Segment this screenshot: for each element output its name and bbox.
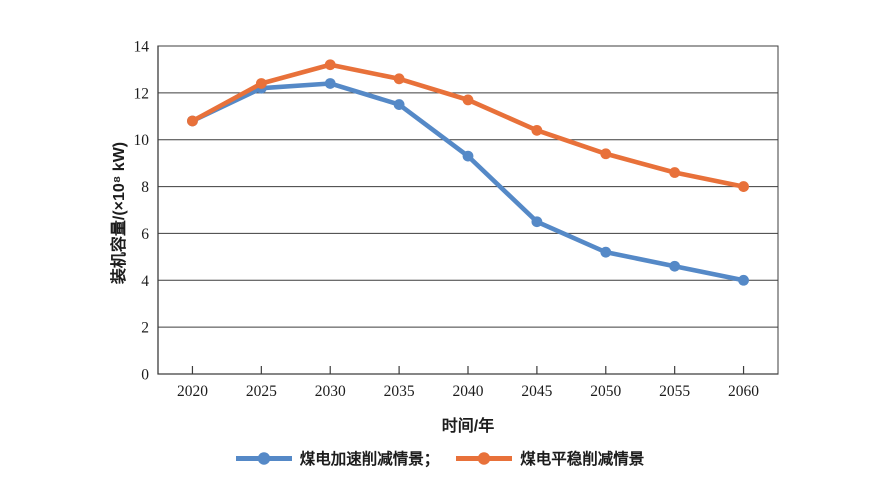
data-point-0-2040	[462, 150, 474, 162]
x-tick-label: 2020	[177, 383, 208, 400]
x-axis-title: 时间/年	[441, 418, 495, 435]
y-tick-label: 10	[134, 132, 150, 149]
x-tick-label: 2055	[659, 383, 690, 400]
x-tick-label: 2060	[728, 383, 759, 400]
legend-item-steady: 煤电平稳削减情景	[455, 447, 644, 469]
data-point-1-2060	[738, 181, 749, 192]
data-point-0-2050	[600, 246, 612, 258]
series-line-1	[190, 62, 746, 189]
data-point-0-2030	[324, 78, 336, 89]
data-point-1-2025	[255, 78, 267, 89]
data-point-1-2040	[462, 94, 474, 106]
y-tick-label: 8	[141, 179, 149, 196]
legend-label-steady: 煤电平稳削减情景	[520, 451, 645, 468]
data-point-1-2055	[669, 167, 681, 178]
data-point-1-2030	[324, 59, 336, 71]
legend-label-accelerated: 煤电加速削减情景；	[299, 451, 440, 468]
y-tick-label: 12	[134, 85, 150, 102]
data-point-0-2055	[669, 260, 681, 272]
x-tick-label: 2030	[315, 383, 346, 400]
series-line-0	[190, 81, 746, 283]
y-tick-label: 14	[134, 39, 150, 56]
data-point-1-2045	[531, 124, 543, 136]
x-tick-label: 2035	[384, 383, 415, 400]
x-tick-label: 2040	[453, 383, 484, 400]
data-point-1-2020	[187, 115, 198, 127]
x-tick-label: 2045	[521, 383, 552, 400]
y-tick-label: 2	[141, 320, 149, 337]
data-point-0-2060	[738, 274, 749, 286]
x-tick-label: 2025	[246, 383, 277, 400]
legend-item-accelerated: 煤电加速削减情景；	[235, 447, 440, 469]
data-point-0-2045	[531, 216, 543, 228]
y-tick-label: 4	[141, 273, 149, 290]
data-point-1-2035	[393, 73, 405, 85]
data-point-0-2035	[393, 99, 405, 110]
y-tick-label: 6	[141, 226, 149, 243]
data-point-1-2050	[600, 148, 612, 160]
x-tick-label: 2050	[590, 383, 621, 400]
y-axis-title: 装机容量/(×10⁸ kW)	[111, 141, 128, 285]
y-tick-label: 0	[141, 367, 149, 384]
legend-marker-accelerated	[235, 451, 292, 465]
legend: 煤电加速削减情景； 煤电平稳削减情景	[0, 447, 879, 469]
legend-marker-steady	[456, 451, 513, 465]
